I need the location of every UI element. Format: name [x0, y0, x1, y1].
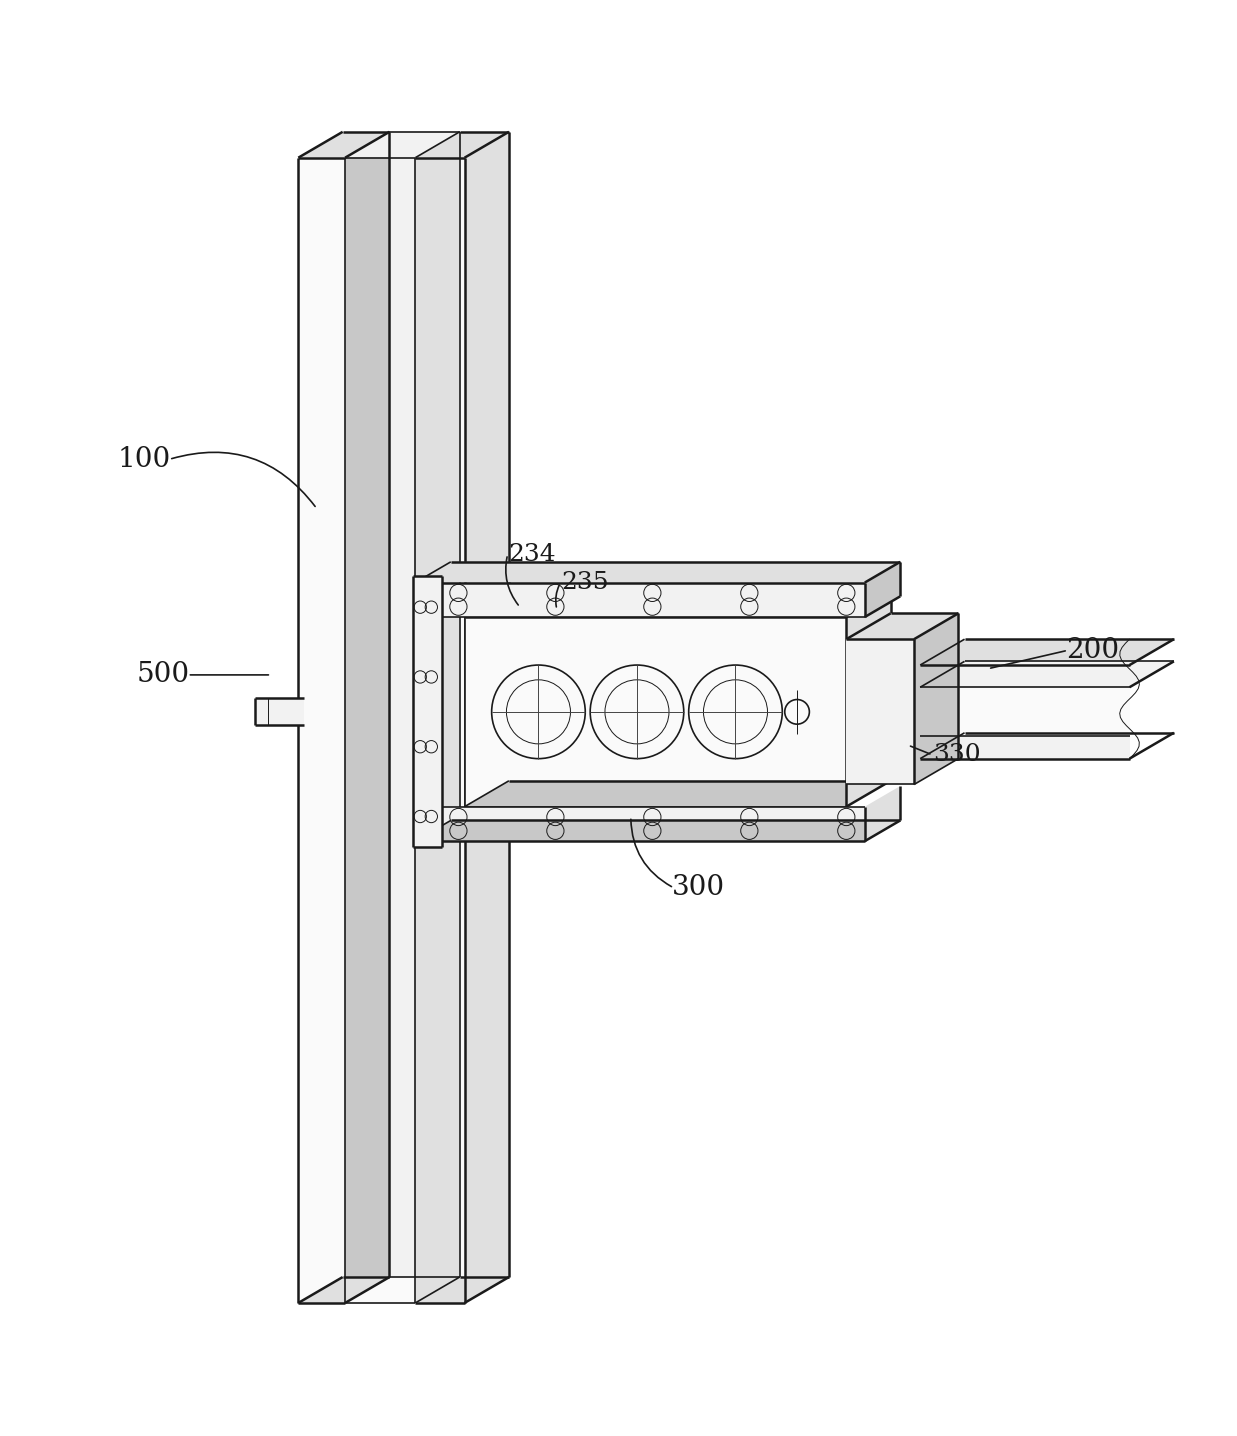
Polygon shape — [914, 613, 959, 784]
Polygon shape — [416, 807, 865, 841]
Polygon shape — [255, 698, 304, 725]
Polygon shape — [416, 561, 901, 583]
Polygon shape — [846, 639, 914, 784]
Polygon shape — [298, 1277, 390, 1302]
Polygon shape — [865, 785, 901, 841]
Polygon shape — [416, 158, 465, 1302]
Polygon shape — [416, 583, 865, 617]
Polygon shape — [846, 613, 959, 639]
Text: 300: 300 — [672, 875, 725, 902]
Polygon shape — [920, 737, 1129, 758]
Text: 330: 330 — [934, 744, 981, 767]
Text: 200: 200 — [1066, 636, 1119, 663]
Text: 234: 234 — [508, 543, 557, 566]
Polygon shape — [920, 639, 1174, 665]
Polygon shape — [920, 662, 1174, 688]
Polygon shape — [465, 781, 891, 807]
Polygon shape — [298, 132, 390, 158]
Polygon shape — [345, 132, 460, 158]
Polygon shape — [390, 132, 460, 1277]
Polygon shape — [920, 665, 1129, 688]
Text: 235: 235 — [562, 572, 609, 595]
Polygon shape — [465, 617, 846, 807]
Polygon shape — [846, 592, 891, 807]
Polygon shape — [465, 132, 508, 1302]
Polygon shape — [413, 576, 443, 847]
Polygon shape — [345, 132, 390, 1302]
Text: 100: 100 — [118, 447, 171, 472]
Polygon shape — [416, 132, 508, 158]
Text: 500: 500 — [136, 662, 189, 688]
Polygon shape — [865, 561, 901, 617]
Polygon shape — [298, 158, 345, 1302]
Polygon shape — [416, 820, 901, 841]
Polygon shape — [345, 158, 416, 1302]
Polygon shape — [416, 1277, 508, 1302]
Polygon shape — [416, 132, 460, 1302]
Polygon shape — [465, 592, 891, 617]
Polygon shape — [920, 688, 1129, 737]
